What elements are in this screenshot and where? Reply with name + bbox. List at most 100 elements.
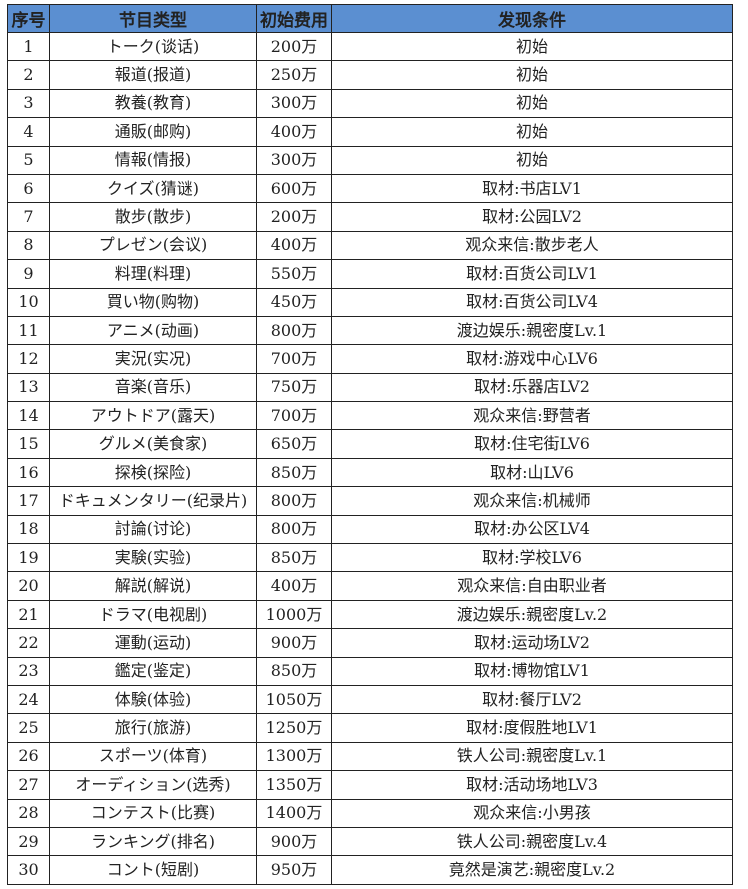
cell-index: 23 <box>7 656 50 686</box>
cell-program-type: 買い物(购物) <box>49 287 257 317</box>
cell-unlock-condition: 铁人公司:親密度Lv.1 <box>331 741 733 772</box>
cell-initial-cost: 250万 <box>256 60 332 90</box>
cell-unlock-condition: 初始 <box>331 31 733 62</box>
cell-initial-cost: 1300万 <box>256 741 332 772</box>
cell-index: 22 <box>7 628 50 658</box>
cell-index: 14 <box>7 401 50 431</box>
cell-index: 3 <box>7 88 50 119</box>
header-row: 序号 节目类型 初始费用 发现条件 <box>7 4 733 33</box>
cell-index: 16 <box>7 457 50 488</box>
cell-initial-cost: 1000万 <box>256 599 332 630</box>
cell-unlock-condition: 取材:乐器店LV2 <box>331 372 733 403</box>
cell-program-type: コンテスト(比赛) <box>49 798 257 828</box>
cell-index: 11 <box>7 315 50 346</box>
table-row: 8 プレゼン(会议) 400万 观众来信:散步老人 <box>7 230 733 261</box>
cell-unlock-condition: 取材:书店LV1 <box>331 173 733 204</box>
cell-program-type: 運動(运动) <box>49 628 257 658</box>
table-row: 25 旅行(旅游) 1250万 取材:度假胜地LV1 <box>7 713 733 743</box>
cell-index: 18 <box>7 514 50 545</box>
cell-program-type: ランキング(排名) <box>49 826 257 857</box>
cell-program-type: グルメ(美食家) <box>49 429 257 459</box>
cell-initial-cost: 300万 <box>256 88 332 119</box>
header-index: 序号 <box>7 4 50 33</box>
cell-unlock-condition: 取材:公园LV2 <box>331 202 733 232</box>
cell-initial-cost: 850万 <box>256 457 332 488</box>
cell-initial-cost: 400万 <box>256 117 332 147</box>
cell-program-type: 討論(讨论) <box>49 514 257 545</box>
cell-initial-cost: 400万 <box>256 230 332 261</box>
cell-unlock-condition: 观众来信:散步老人 <box>331 230 733 261</box>
table-row: 10 買い物(购物) 450万 取材:百货公司LV4 <box>7 287 733 317</box>
cell-index: 24 <box>7 684 50 715</box>
cell-unlock-condition: 渡边娱乐:親密度Lv.1 <box>331 315 733 346</box>
cell-program-type: アウトドア(露天) <box>49 401 257 431</box>
cell-program-type: ドキュメンタリー(纪录片) <box>49 486 257 516</box>
cell-index: 6 <box>7 173 50 204</box>
cell-index: 15 <box>7 429 50 459</box>
table-row: 11 アニメ(动画) 800万 渡边娱乐:親密度Lv.1 <box>7 315 733 346</box>
header-unlock-condition: 发现条件 <box>331 4 733 33</box>
table-row: 26 スポーツ(体育) 1300万 铁人公司:親密度Lv.1 <box>7 741 733 772</box>
table-row: 30 コント(短剧) 950万 竟然是演艺:親密度Lv.2 <box>7 855 733 885</box>
cell-initial-cost: 800万 <box>256 315 332 346</box>
table-row: 4 通販(邮购) 400万 初始 <box>7 117 733 147</box>
cell-index: 8 <box>7 230 50 261</box>
cell-initial-cost: 650万 <box>256 429 332 459</box>
table-row: 2 報道(报道) 250万 初始 <box>7 60 733 90</box>
program-types-table: 序号 节目类型 初始费用 发现条件 1 トーク(谈话) 200万 初始 2 報道(报道) 2… <box>7 4 733 885</box>
cell-unlock-condition: 取材:博物馆LV1 <box>331 656 733 686</box>
table-row: 6 クイズ(猜谜) 600万 取材:书店LV1 <box>7 173 733 204</box>
cell-initial-cost: 750万 <box>256 372 332 403</box>
cell-initial-cost: 900万 <box>256 826 332 857</box>
cell-index: 19 <box>7 543 50 573</box>
cell-program-type: スポーツ(体育) <box>49 741 257 772</box>
cell-initial-cost: 600万 <box>256 173 332 204</box>
cell-program-type: 教養(教育) <box>49 88 257 119</box>
cell-program-type: プレゼン(会议) <box>49 230 257 261</box>
cell-program-type: 報道(报道) <box>49 60 257 90</box>
cell-index: 5 <box>7 145 50 175</box>
cell-program-type: 情報(情报) <box>49 145 257 175</box>
cell-unlock-condition: 渡边娱乐:親密度Lv.2 <box>331 599 733 630</box>
table-row: 18 討論(讨论) 800万 取材:办公区LV4 <box>7 514 733 545</box>
cell-unlock-condition: 取材:山LV6 <box>331 457 733 488</box>
header-initial-cost: 初始费用 <box>256 4 332 33</box>
cell-unlock-condition: 取材:活动场地LV3 <box>331 770 733 800</box>
table-row: 3 教養(教育) 300万 初始 <box>7 88 733 119</box>
cell-unlock-condition: 初始 <box>331 88 733 119</box>
cell-unlock-condition: 取材:百货公司LV1 <box>331 259 733 289</box>
cell-index: 26 <box>7 741 50 772</box>
cell-index: 4 <box>7 117 50 147</box>
cell-unlock-condition: 初始 <box>331 117 733 147</box>
cell-program-type: 解説(解说) <box>49 571 257 601</box>
cell-initial-cost: 800万 <box>256 486 332 516</box>
table-row: 5 情報(情报) 300万 初始 <box>7 145 733 175</box>
table-row: 20 解説(解说) 400万 观众来信:自由职业者 <box>7 571 733 601</box>
cell-unlock-condition: 初始 <box>331 145 733 175</box>
header-program-type: 节目类型 <box>49 4 257 33</box>
cell-initial-cost: 450万 <box>256 287 332 317</box>
cell-index: 29 <box>7 826 50 857</box>
cell-index: 13 <box>7 372 50 403</box>
cell-program-type: ドラマ(电视剧) <box>49 599 257 630</box>
table-row: 15 グルメ(美食家) 650万 取材:住宅街LV6 <box>7 429 733 459</box>
cell-unlock-condition: 竟然是演艺:親密度Lv.2 <box>331 855 733 885</box>
cell-program-type: クイズ(猜谜) <box>49 173 257 204</box>
table-row: 13 音楽(音乐) 750万 取材:乐器店LV2 <box>7 372 733 403</box>
cell-program-type: 鑑定(鉴定) <box>49 656 257 686</box>
cell-unlock-condition: 铁人公司:親密度Lv.4 <box>331 826 733 857</box>
cell-unlock-condition: 观众来信:自由职业者 <box>331 571 733 601</box>
cell-unlock-condition: 取材:度假胜地LV1 <box>331 713 733 743</box>
table-row: 28 コンテスト(比赛) 1400万 观众来信:小男孩 <box>7 798 733 828</box>
cell-program-type: 音楽(音乐) <box>49 372 257 403</box>
cell-unlock-condition: 取材:游戏中心LV6 <box>331 344 733 374</box>
cell-unlock-condition: 观众来信:机械师 <box>331 486 733 516</box>
cell-program-type: 料理(料理) <box>49 259 257 289</box>
cell-unlock-condition: 观众来信:小男孩 <box>331 798 733 828</box>
cell-initial-cost: 300万 <box>256 145 332 175</box>
cell-initial-cost: 550万 <box>256 259 332 289</box>
table-row: 12 実況(实况) 700万 取材:游戏中心LV6 <box>7 344 733 374</box>
table-row: 16 探検(探险) 850万 取材:山LV6 <box>7 457 733 488</box>
cell-index: 25 <box>7 713 50 743</box>
table-row: 1 トーク(谈话) 200万 初始 <box>7 31 733 62</box>
